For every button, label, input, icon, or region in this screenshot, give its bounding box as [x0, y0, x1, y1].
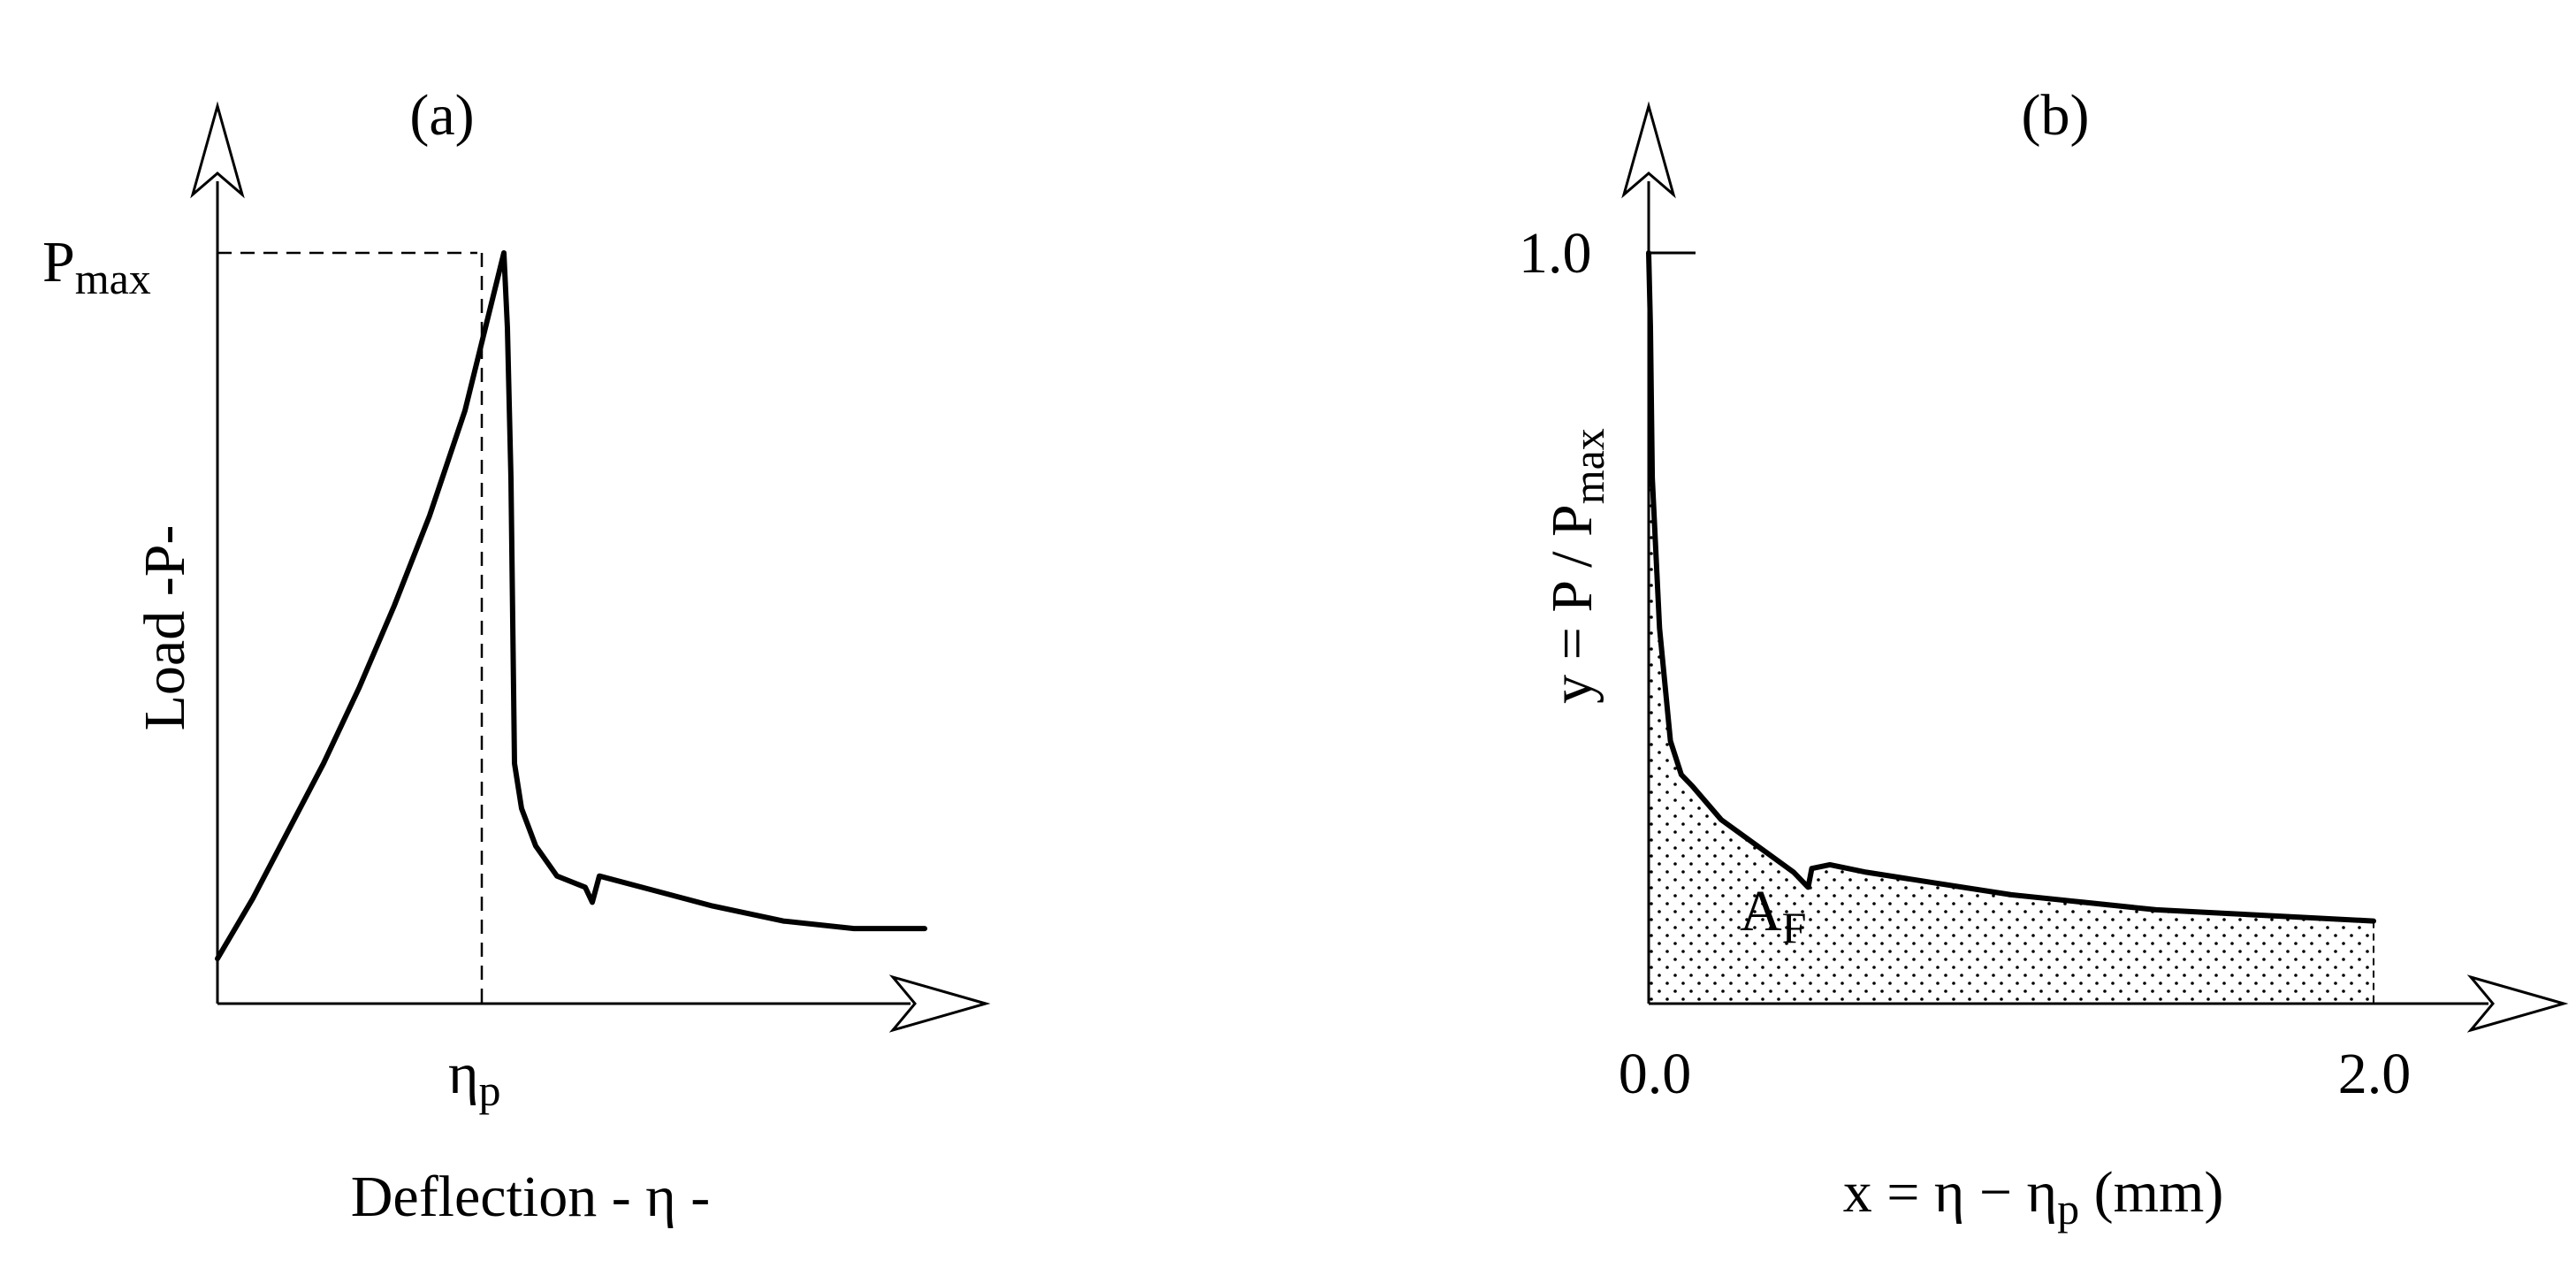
panel-b-fracture-area — [1649, 253, 2374, 1004]
panel-b-xtick-label-0: 0.0 — [1619, 1042, 1692, 1106]
panel-a-pmax-label: Pmax — [42, 230, 151, 303]
panel-a-label: (a) — [409, 83, 474, 148]
panel-b-ylabel: y = P / Pmax — [1540, 428, 1613, 704]
panel-b: (b) 1.0 0.0 2.0 y = P / Pmax x = η − ηp … — [1519, 83, 2569, 1234]
panel-a: (a) Pmax ηp Load -P- Deflection - η - — [42, 83, 991, 1229]
panel-b-x-axis-arrow — [2466, 974, 2569, 1033]
panel-b-normalized-curve — [1646, 250, 2376, 924]
panel-a-xlabel: Deflection - η - — [351, 1165, 711, 1229]
panel-b-ytick-label-1: 1.0 — [1519, 221, 1592, 286]
panel-a-etap-label: ηp — [448, 1042, 501, 1115]
panel-b-xlabel: x = η − ηp (mm) — [1843, 1160, 2224, 1234]
panel-b-area-label: AF — [1740, 879, 1806, 952]
panel-a-ylabel: Load -P- — [133, 525, 197, 731]
panel-b-label: (b) — [2022, 83, 2090, 148]
panel-b-y-axis-arrow — [1621, 101, 1676, 199]
panel-b-xtick-label-2: 2.0 — [2338, 1042, 2412, 1106]
panel-a-y-axis-arrow — [190, 101, 245, 199]
panel-a-load-curve — [215, 250, 927, 962]
panel-a-x-axis-arrow — [888, 974, 991, 1033]
